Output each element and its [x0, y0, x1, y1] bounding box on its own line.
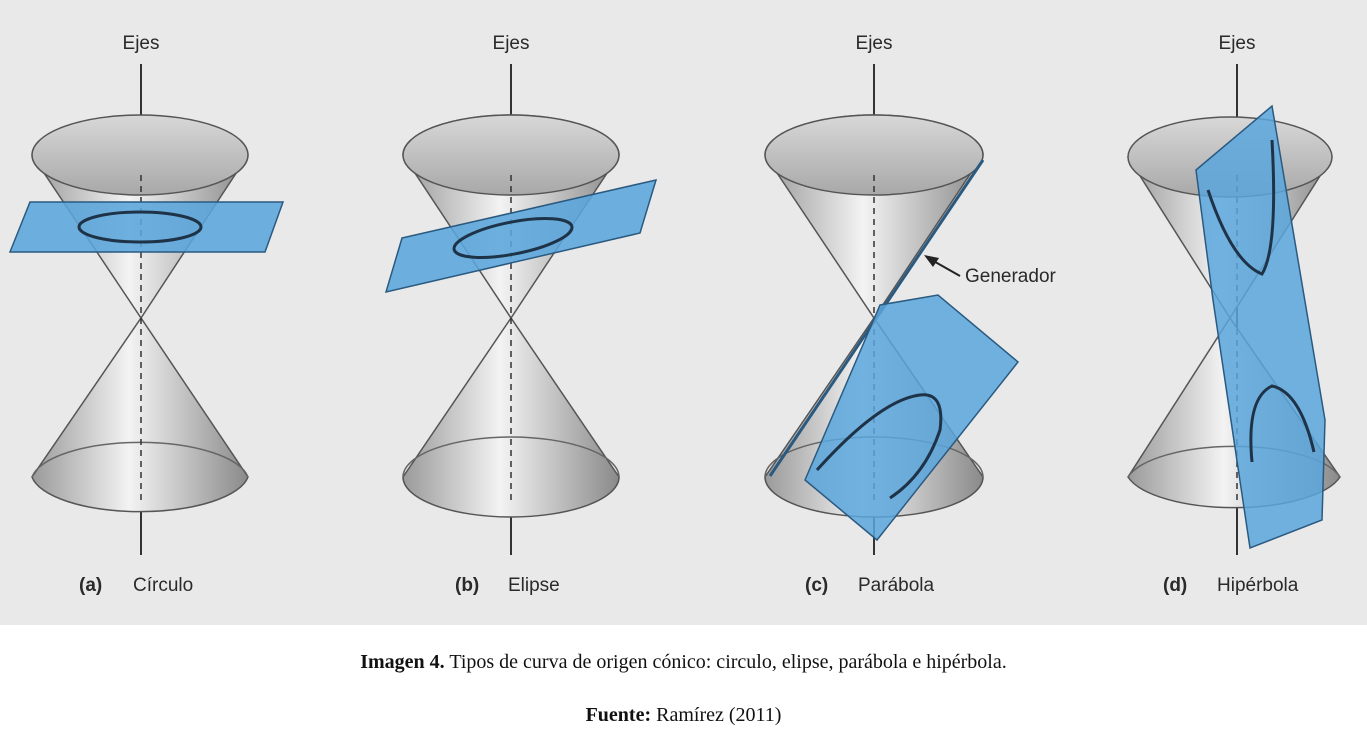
- circle-curve: [77, 210, 203, 244]
- panel-name: Círculo: [133, 575, 193, 596]
- figure-caption: Imagen 4. Tipos de curva de origen cónic…: [0, 651, 1367, 674]
- caption-text: Tipos de curva de origen cónico: circulo…: [449, 651, 1007, 673]
- cutting-plane: [804, 294, 1020, 542]
- ellipse-curve: [452, 217, 574, 259]
- cutting-plane: [8, 201, 285, 253]
- generator-label: Generador: [965, 266, 1057, 287]
- cutting-plane: [384, 178, 658, 294]
- panel-name: Hipérbola: [1217, 575, 1299, 596]
- panel-letter: (a): [79, 575, 102, 596]
- panel-d: Ejes (d) Hipérbola: [1127, 33, 1341, 596]
- caption-label: Imagen 4.: [360, 651, 445, 673]
- conic-sections-figure: Ejes (a) Círculo Ejes (b) Elipse: [0, 0, 1367, 625]
- panel-letter: (b): [455, 575, 479, 596]
- hyperbola-lower-branch: [1249, 384, 1316, 463]
- panel-a: Ejes (a) Círculo: [8, 33, 285, 596]
- upper-nappe: [764, 114, 984, 320]
- hyperbola-upper-branch: [1206, 139, 1276, 276]
- axis-label: Ejes: [493, 33, 530, 54]
- panel-letter: (c): [805, 575, 828, 596]
- source-text: Ramírez (2011): [656, 704, 782, 726]
- cutting-plane: [1195, 104, 1326, 550]
- axis-label: Ejes: [123, 33, 160, 54]
- figure-source: Fuente: Ramírez (2011): [0, 704, 1367, 727]
- parabola-curve: [815, 393, 943, 500]
- panel-b: Ejes (b) Elipse: [384, 33, 658, 596]
- lower-nappe: [31, 316, 249, 513]
- axis-label: Ejes: [856, 33, 893, 54]
- panel-name: Elipse: [508, 575, 560, 596]
- source-label: Fuente:: [585, 704, 652, 726]
- panel-c: Generador Ejes (c) Parábola: [764, 33, 1057, 596]
- panel-letter: (d): [1163, 575, 1187, 596]
- panel-name: Parábola: [858, 575, 934, 596]
- generator-arrow: [924, 255, 961, 277]
- axis-label: Ejes: [1219, 33, 1256, 54]
